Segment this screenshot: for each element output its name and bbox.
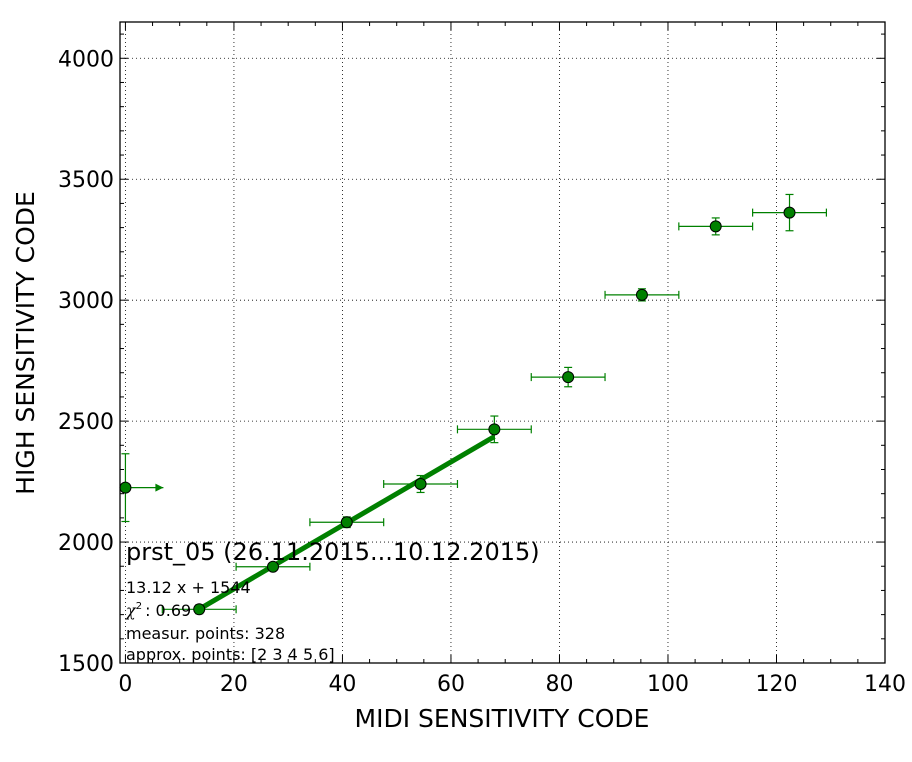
data-point [119, 481, 132, 494]
plot-frame [119, 21, 886, 664]
data-point [783, 206, 796, 219]
data-point [562, 371, 575, 384]
grid-lines [120, 22, 885, 663]
data-point [340, 516, 353, 529]
minor-ticks [120, 22, 885, 663]
chi-exponent: 2 [136, 601, 142, 612]
x-tick-label: 80 [545, 672, 573, 697]
y-tick-label: 4000 [58, 47, 114, 72]
chi-symbol: χ [125, 601, 137, 620]
x-axis-label: MIDI SENSITIVITY CODE [355, 704, 650, 733]
y-tick-label: 3000 [58, 289, 114, 314]
y-tick-label: 3500 [58, 168, 114, 193]
approx-points: approx. points: [2 3 4 5 6] [126, 645, 335, 664]
x-tick-label: 100 [647, 672, 689, 697]
data-point [709, 220, 722, 233]
x-tick-labels: 0 20 40 60 80 100 120 140 [118, 672, 906, 697]
data-points [119, 206, 796, 616]
y-tick-label: 2500 [58, 410, 114, 435]
y-tick-label: 1500 [58, 652, 114, 677]
x-tick-label: 120 [755, 672, 797, 697]
y-axis-label: HIGH SENSITIVITY CODE [11, 191, 40, 495]
y-tick-labels: 1500 2000 2500 3000 3500 4000 [58, 47, 114, 677]
data-point [193, 603, 206, 616]
x-tick-label: 40 [328, 672, 356, 697]
x-tick-label: 60 [437, 672, 465, 697]
chart-title: prst_05 (26.11.2015...10.12.2015) [126, 538, 540, 566]
data-point [267, 560, 279, 573]
chi-square-value: : 0.69 [145, 601, 191, 620]
chi-square-label: χ2: 0.69 [125, 601, 191, 620]
x-tick-label: 140 [864, 672, 906, 697]
data-point [488, 423, 501, 436]
major-ticks [120, 22, 886, 664]
data-point [414, 478, 427, 491]
x-tick-label: 0 [118, 672, 132, 697]
x-tick-label: 20 [220, 672, 248, 697]
x-limit-arrow [155, 483, 164, 492]
measured-points: measur. points: 328 [126, 624, 285, 643]
data-point [635, 288, 648, 301]
fit-equation: 13.12 x + 1544 [126, 578, 251, 597]
y-tick-label: 2000 [58, 531, 114, 556]
